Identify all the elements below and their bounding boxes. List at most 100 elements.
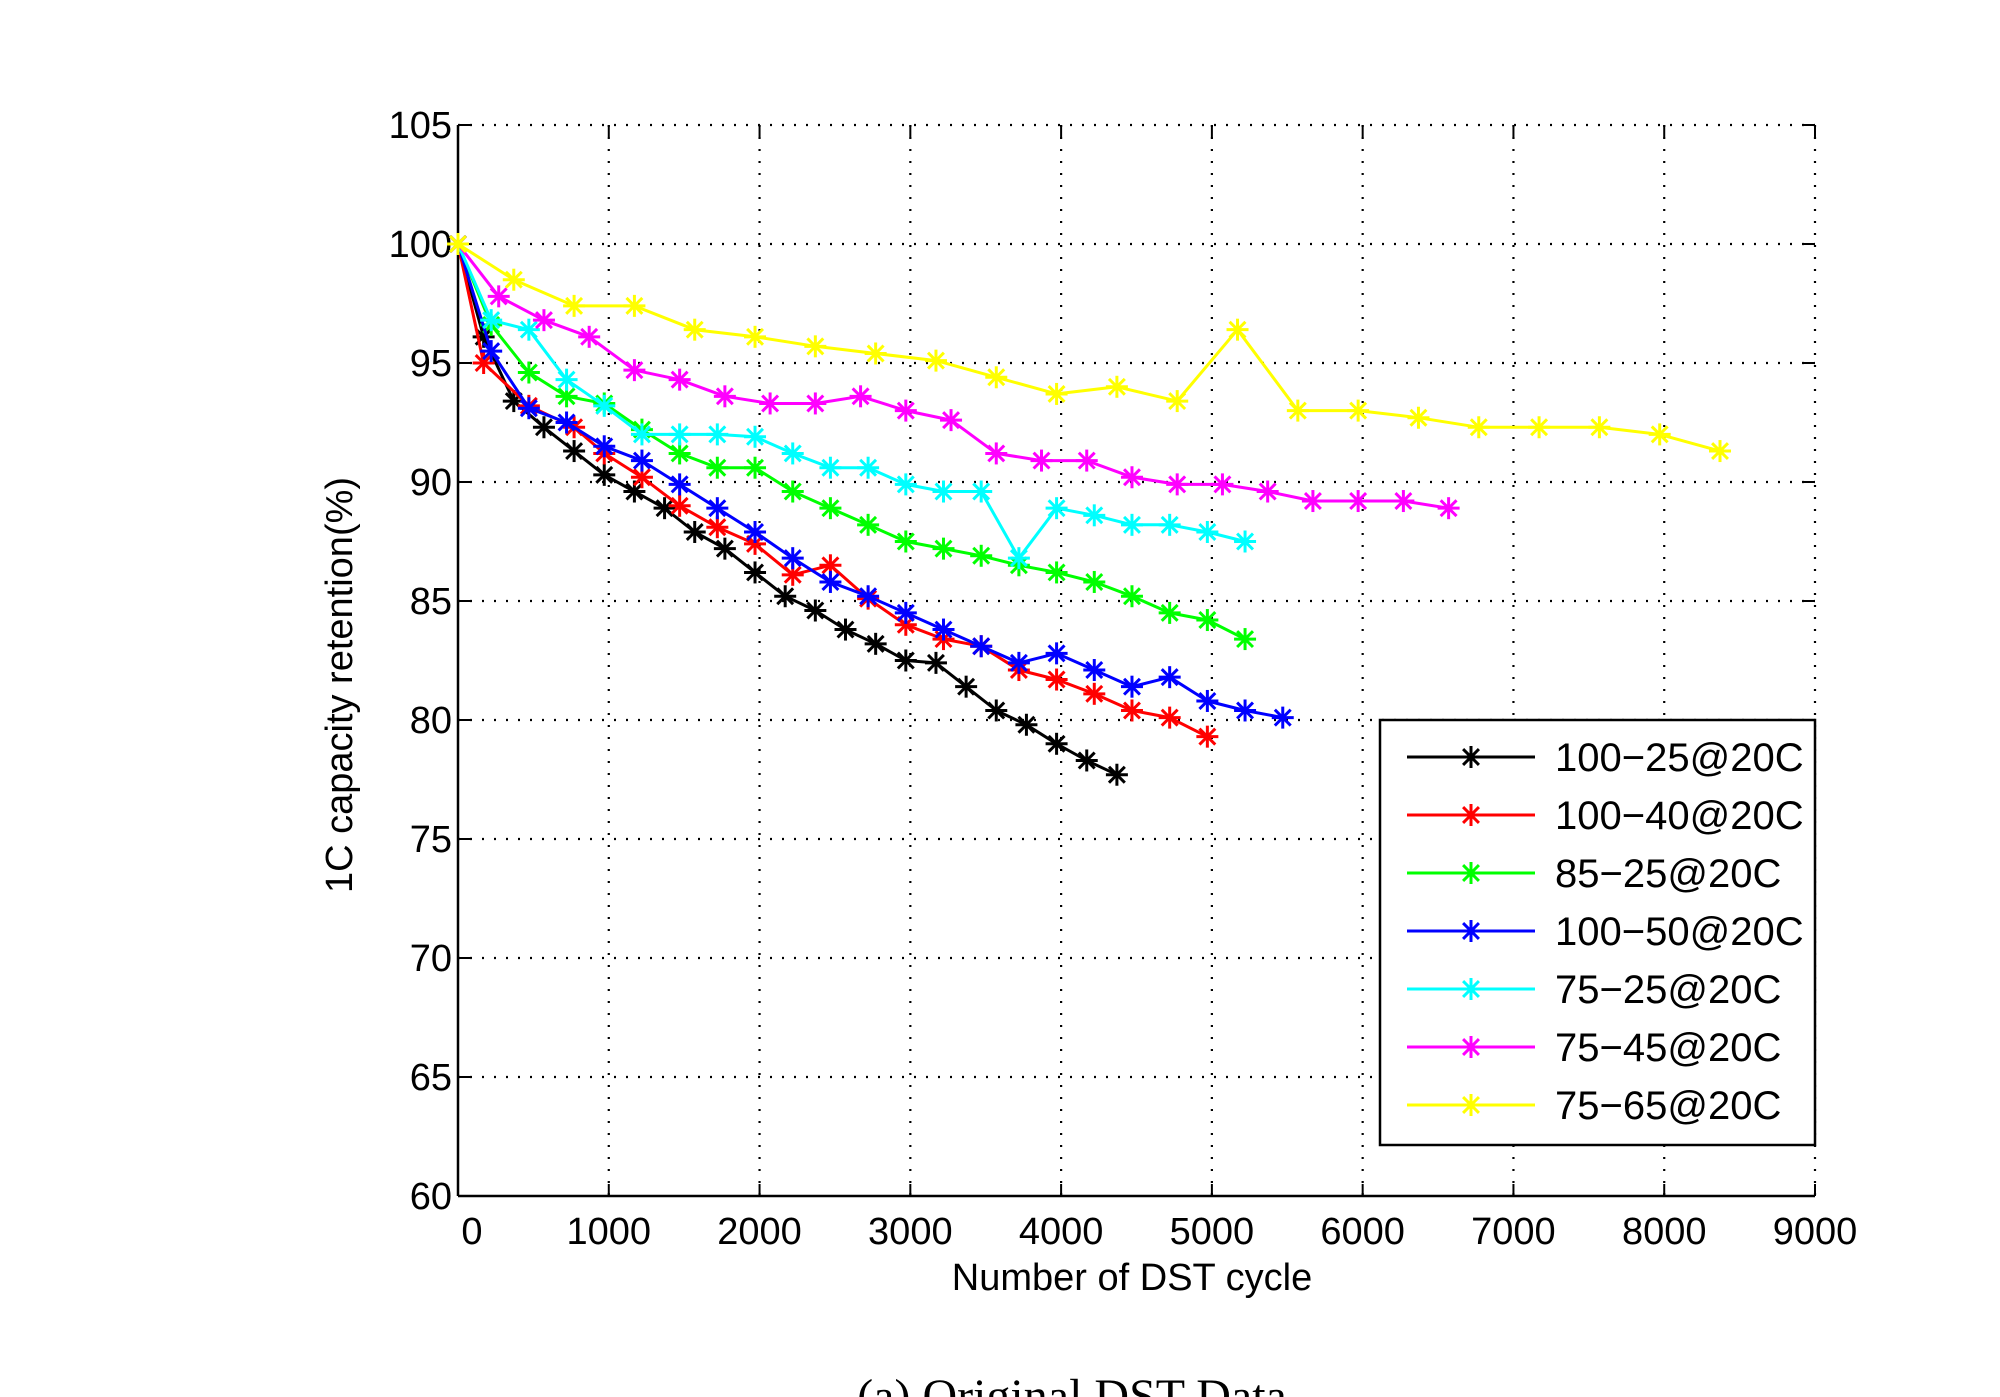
- marker-stroke: [746, 427, 765, 446]
- marker-stroke: [1409, 408, 1428, 427]
- marker-stroke: [1047, 499, 1066, 518]
- marker-stroke: [896, 475, 915, 494]
- series-layer: [447, 233, 1732, 786]
- data-point: [781, 547, 804, 570]
- marker-stroke: [708, 518, 727, 537]
- data-point: [1158, 666, 1181, 689]
- marker-stroke: [708, 499, 727, 518]
- y-tick-label: 75: [410, 819, 452, 861]
- marker-stroke: [776, 587, 795, 606]
- marker-stroke: [934, 482, 953, 501]
- data-point: [623, 359, 646, 382]
- marker-stroke: [519, 320, 538, 339]
- marker-stroke: [557, 370, 576, 389]
- marker-stroke: [806, 337, 825, 356]
- marker-stroke: [972, 637, 991, 656]
- data-point: [781, 480, 804, 503]
- marker-stroke: [1273, 708, 1292, 727]
- data-point: [819, 497, 842, 520]
- data-point: [894, 399, 917, 422]
- data-point: [555, 411, 578, 434]
- data-point: [480, 340, 503, 363]
- data-point: [1407, 406, 1430, 429]
- marker-stroke: [1160, 708, 1179, 727]
- data-point: [924, 349, 947, 372]
- data-point: [1211, 473, 1234, 496]
- marker-stroke: [670, 496, 689, 515]
- y-tick-label: 80: [410, 700, 452, 742]
- data-point: [1120, 513, 1143, 536]
- marker-stroke: [632, 425, 651, 444]
- marker-stroke: [896, 651, 915, 670]
- marker-stroke: [1047, 734, 1066, 753]
- marker-stroke: [866, 634, 885, 653]
- data-point: [593, 463, 616, 486]
- data-point: [932, 618, 955, 641]
- marker-stroke: [926, 351, 945, 370]
- data-point: [774, 585, 797, 608]
- legend-marker: [1460, 978, 1482, 1000]
- x-tick-label: 1000: [567, 1211, 652, 1253]
- data-point: [668, 423, 691, 446]
- axes-layer: 0 1000 2000 3000 4000 5000 6000 7000 8000 9000 60 6…: [389, 105, 1858, 1253]
- data-point: [804, 335, 827, 358]
- marker-stroke: [934, 620, 953, 639]
- data-point: [532, 309, 555, 332]
- data-point: [706, 516, 729, 539]
- data-point: [668, 442, 691, 465]
- marker-stroke: [1590, 418, 1609, 437]
- marker-stroke: [866, 344, 885, 363]
- data-point: [985, 699, 1008, 722]
- data-point: [1045, 668, 1068, 691]
- data-point: [630, 449, 653, 472]
- marker-stroke: [957, 677, 976, 696]
- marker-stroke: [896, 603, 915, 622]
- data-point: [1120, 699, 1143, 722]
- marker-stroke: [783, 565, 802, 584]
- legend-label: 75−25@20C: [1555, 968, 1781, 1012]
- marker-stroke: [1288, 401, 1307, 420]
- marker-stroke: [746, 458, 765, 477]
- data-point: [668, 494, 691, 517]
- marker-stroke: [821, 556, 840, 575]
- x-tick-label: 6000: [1320, 1211, 1405, 1253]
- data-point: [857, 513, 880, 536]
- marker-stroke: [1122, 468, 1141, 487]
- data-point: [668, 368, 691, 391]
- y-tick-label: 85: [410, 581, 452, 623]
- marker-stroke: [1213, 475, 1232, 494]
- series-5: [447, 233, 1460, 520]
- x-tick-label: 3000: [868, 1211, 953, 1253]
- marker-stroke: [821, 572, 840, 591]
- marker-stroke: [625, 482, 644, 501]
- marker-stroke: [1469, 418, 1488, 437]
- marker-stroke: [519, 363, 538, 382]
- data-point: [864, 342, 887, 365]
- marker-stroke: [1047, 644, 1066, 663]
- marker-stroke: [1168, 475, 1187, 494]
- marker-stroke: [1258, 482, 1277, 501]
- marker-stroke: [474, 354, 493, 372]
- marker-stroke: [1198, 522, 1217, 541]
- legend-label: 100−50@20C: [1555, 910, 1804, 954]
- series-line: [457, 242, 1721, 453]
- data-point: [1588, 416, 1611, 439]
- series-line: [456, 243, 1246, 560]
- marker-stroke: [1168, 392, 1187, 411]
- marker-stroke: [595, 465, 614, 484]
- data-point: [1226, 318, 1249, 341]
- marker-stroke: [1085, 506, 1104, 525]
- data-point: [1234, 699, 1257, 722]
- legend-entry: 100−25@20C: [1407, 736, 1804, 780]
- marker-stroke: [1122, 677, 1141, 696]
- data-point: [849, 385, 872, 408]
- marker-stroke: [534, 418, 553, 437]
- marker-stroke: [632, 468, 651, 487]
- marker-stroke: [449, 235, 467, 253]
- marker-stroke: [1122, 587, 1141, 606]
- data-point: [502, 268, 525, 291]
- legend-entry: 75−65@20C: [1407, 1084, 1781, 1128]
- marker-stroke: [1047, 670, 1066, 689]
- marker-stroke: [1394, 492, 1413, 511]
